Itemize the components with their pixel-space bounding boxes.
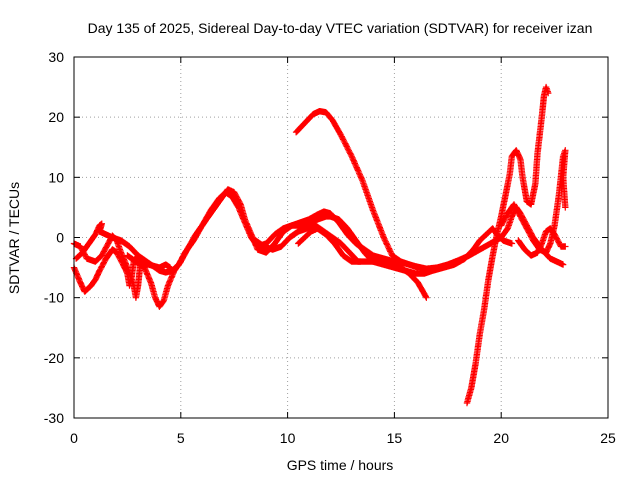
x-tick-label: 15 (387, 430, 403, 446)
data-marker (515, 225, 569, 259)
data-marker (124, 186, 516, 310)
series-track-10 (515, 225, 569, 259)
x-tick-label: 25 (600, 430, 616, 446)
x-tick-label: 10 (280, 430, 296, 446)
plot-frame (73, 56, 609, 419)
tick-labels: 0 5 10 15 20 25 -30 -20 -10 0 10 20 30 (44, 49, 616, 446)
y-tick-label: 10 (48, 169, 64, 185)
y-tick-label: -10 (44, 290, 64, 306)
data-marker (463, 83, 552, 407)
gridlines (74, 57, 608, 418)
y-tick-label: -30 (44, 410, 64, 426)
series-track-6 (295, 225, 364, 265)
data-marker (295, 225, 364, 265)
x-tick-label: 0 (70, 430, 78, 446)
data-marker (292, 108, 422, 271)
x-axis-label: GPS time / hours (287, 457, 394, 473)
series-track-4 (124, 186, 516, 310)
y-tick-label: 0 (56, 230, 64, 246)
data-series (70, 83, 569, 407)
chart-title: Day 135 of 2025, Sidereal Day-to-day VTE… (88, 20, 593, 36)
y-axis-label: SDTVAR / TECUs (6, 182, 22, 294)
y-tick-label: 30 (48, 49, 64, 65)
y-tick-label: 20 (48, 109, 64, 125)
x-tick-label: 20 (493, 430, 509, 446)
series-track-7 (292, 108, 422, 271)
series-track-8 (463, 83, 552, 407)
x-tick-label: 5 (177, 430, 185, 446)
y-tick-label: -20 (44, 350, 64, 366)
